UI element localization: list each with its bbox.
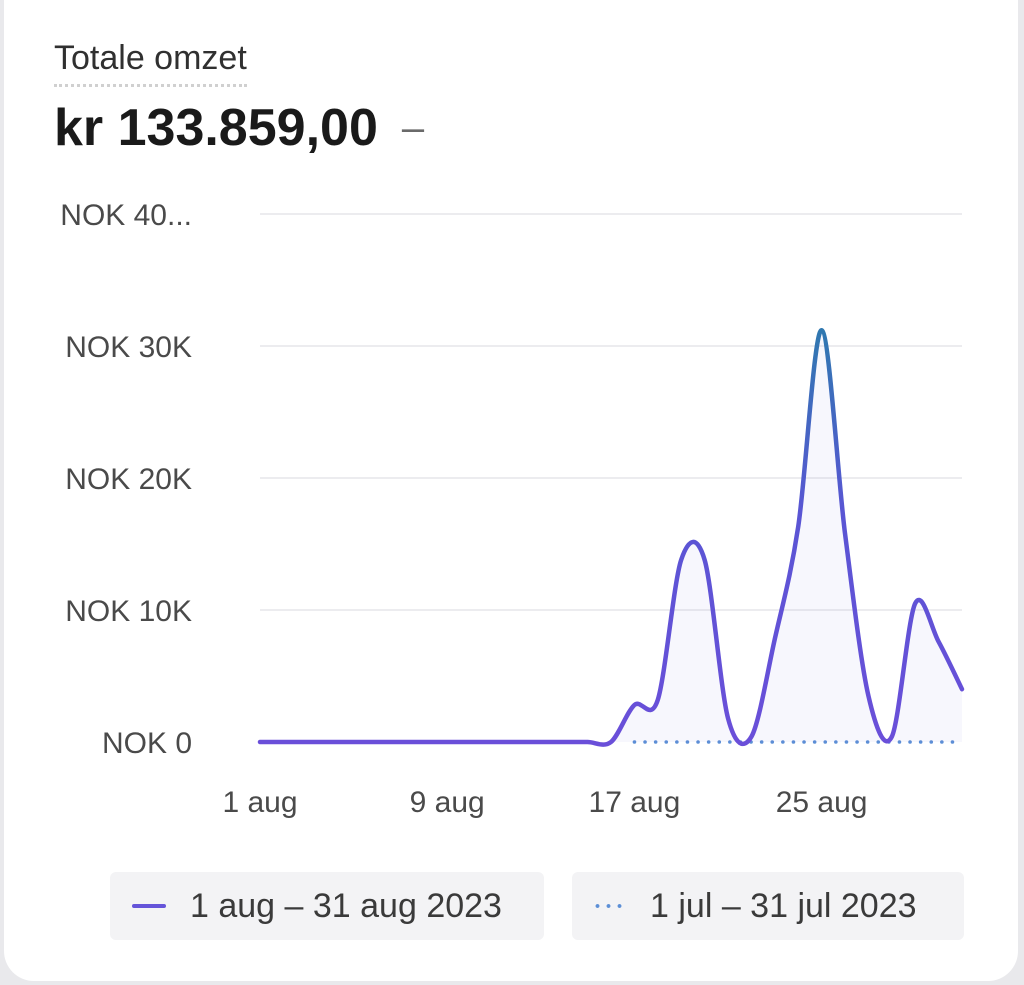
y-tick-label: NOK 40... xyxy=(60,199,192,232)
x-tick-label: 25 aug xyxy=(776,786,868,819)
data-point-current xyxy=(703,558,707,562)
y-tick-label: NOK 10K xyxy=(65,595,192,628)
data-point-current xyxy=(469,740,473,744)
y-tick-label: NOK 20K xyxy=(65,463,192,496)
data-point-current xyxy=(866,694,870,698)
data-point-current xyxy=(258,740,262,744)
data-point-current xyxy=(656,698,660,702)
metric-value: kr 133.859,00 xyxy=(54,99,378,157)
y-tick-label: NOK 0 xyxy=(102,727,192,760)
data-point-previous xyxy=(866,740,870,744)
data-point-current xyxy=(445,740,449,744)
data-point-current xyxy=(562,740,566,744)
data-point-previous xyxy=(632,740,636,744)
data-point-current xyxy=(352,740,356,744)
data-point-current xyxy=(890,735,894,739)
data-point-previous xyxy=(843,740,847,744)
legend-previous-period[interactable]: 1 jul – 31 jul 2023 xyxy=(572,872,964,940)
data-point-previous xyxy=(796,740,800,744)
data-point-current xyxy=(632,703,636,707)
data-point-current xyxy=(492,740,496,744)
data-point-current xyxy=(796,525,800,529)
legend-dotted-line-icon xyxy=(592,904,626,908)
data-point-previous xyxy=(726,740,730,744)
series-current-area xyxy=(260,330,962,745)
data-point-previous xyxy=(679,740,683,744)
data-point-previous xyxy=(890,740,894,744)
data-point-previous xyxy=(703,740,707,744)
legend-solid-line-icon xyxy=(132,904,166,908)
x-tick-label: 9 aug xyxy=(410,786,485,819)
data-point-current xyxy=(328,740,332,744)
y-axis-ticks: NOK 0 NOK 10K NOK 20K NOK 30K NOK 40... xyxy=(60,199,192,760)
data-point-current xyxy=(843,531,847,535)
data-point-current xyxy=(375,740,379,744)
data-point-previous xyxy=(656,740,660,744)
data-point-current xyxy=(539,740,543,744)
metric-title[interactable]: Totale omzet xyxy=(54,38,247,87)
metric-delta: – xyxy=(401,106,425,150)
data-point-previous xyxy=(749,740,753,744)
series-layer xyxy=(257,327,965,747)
grid-lines xyxy=(260,213,962,611)
legend-current-period[interactable]: 1 aug – 31 aug 2023 xyxy=(110,872,544,940)
x-tick-label: 1 aug xyxy=(222,786,297,819)
data-point-current xyxy=(749,735,753,739)
data-point-previous xyxy=(773,740,777,744)
legend-previous-label: 1 jul – 31 jul 2023 xyxy=(650,886,917,925)
data-point-current xyxy=(726,716,730,720)
data-point-previous xyxy=(960,740,964,744)
data-point-current xyxy=(609,740,613,744)
legend-current-label: 1 aug – 31 aug 2023 xyxy=(190,886,502,925)
data-point-current xyxy=(913,601,917,605)
data-point-current xyxy=(773,637,777,641)
data-point-current xyxy=(960,687,964,691)
data-point-current xyxy=(515,740,519,744)
data-point-current xyxy=(398,740,402,744)
data-point-previous xyxy=(937,740,941,744)
series-current-line xyxy=(257,327,965,747)
total-sales-card: Totale omzet kr 133.859,00 – xyxy=(4,0,1018,981)
y-tick-label: NOK 30K xyxy=(65,331,192,364)
data-point-previous xyxy=(913,740,917,744)
metric-row: kr 133.859,00 – xyxy=(54,96,424,160)
data-point-current xyxy=(586,740,590,744)
data-point-current xyxy=(937,640,941,644)
data-point-current xyxy=(679,558,683,562)
data-point-previous xyxy=(820,740,824,744)
x-axis-ticks: 1 aug 9 aug 17 aug 25 aug xyxy=(222,786,867,819)
data-point-current xyxy=(305,740,309,744)
data-point-current xyxy=(820,328,824,332)
data-point-current xyxy=(281,740,285,744)
data-point-current xyxy=(422,740,426,744)
x-tick-label: 17 aug xyxy=(589,786,681,819)
